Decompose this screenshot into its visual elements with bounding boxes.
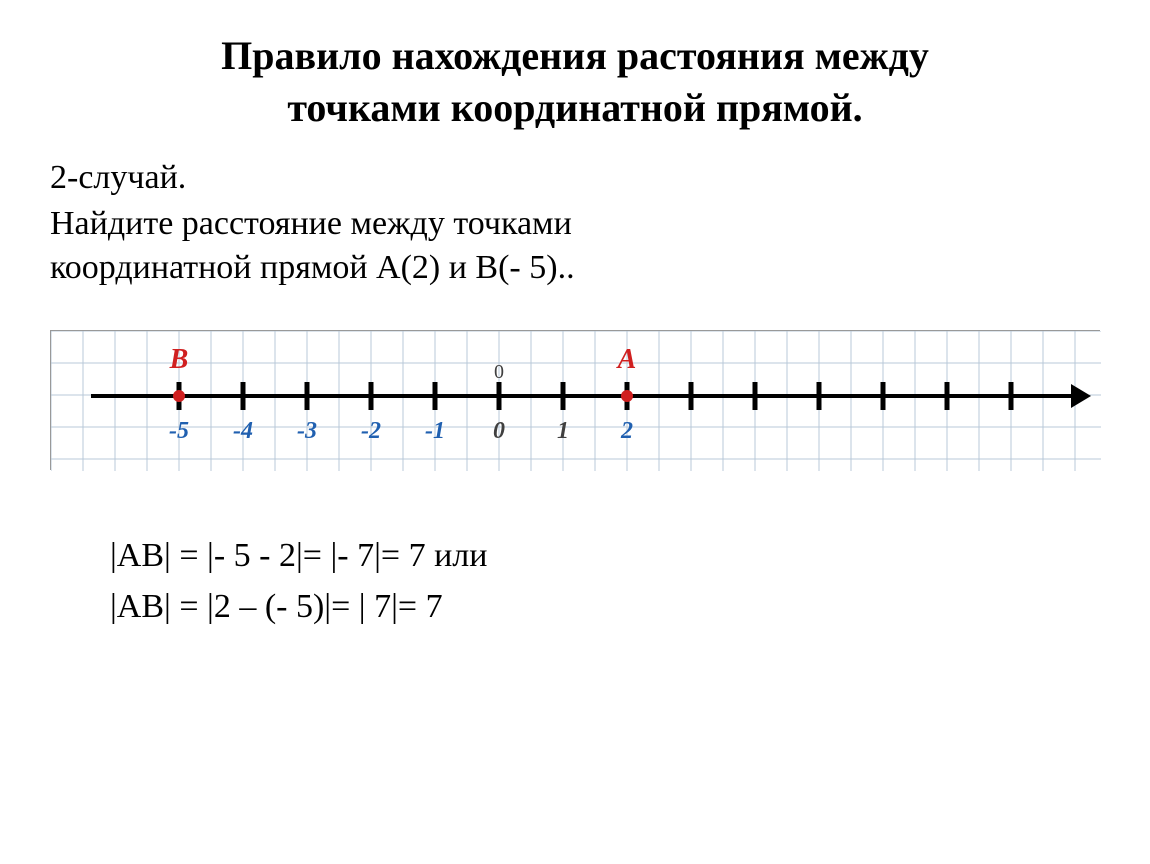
svg-text:0: 0 [494,361,504,383]
problem-line-1: Найдите расстояние между точками [50,205,572,242]
svg-text:B: B [169,344,189,375]
case-label: 2-случай. [50,159,1100,197]
svg-text:-3: -3 [297,418,317,444]
page-title: Правило нахождения растояния между точка… [50,30,1100,134]
svg-text:-1: -1 [425,418,445,444]
problem-text: Найдите расстояние между точками координ… [50,202,1100,290]
problem-line-2: координатной прямой А(2) и В(- 5).. [50,249,575,286]
svg-text:-2: -2 [361,418,381,444]
svg-text:-4: -4 [233,418,253,444]
solution-line-2: |AB| = |2 – (- 5)|= | 7|= 7 [110,581,1100,632]
svg-text:A: A [616,344,637,375]
svg-text:2: 2 [620,418,633,444]
number-line-svg: -5 -4 -3 -2 -1 0 1 2 0 B A [51,331,1101,471]
number-line-diagram: -5 -4 -3 -2 -1 0 1 2 0 B A [50,330,1100,470]
title-line-2: точками координатной прямой. [287,85,862,130]
solution-line-1: |AB| = |- 5 - 2|= |- 7|= 7 или [110,530,1100,581]
svg-text:1: 1 [557,418,569,444]
title-line-1: Правило нахождения растояния между [221,33,929,78]
svg-text:0: 0 [493,418,505,444]
svg-text:-5: -5 [169,418,189,444]
solution-block: |AB| = |- 5 - 2|= |- 7|= 7 или |AB| = |2… [110,530,1100,632]
